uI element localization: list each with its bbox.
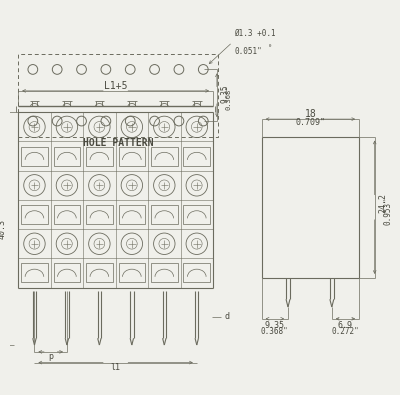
Bar [54,263,80,282]
Text: 0.709": 0.709" [295,118,325,127]
Bar [184,147,210,166]
Text: 0.953": 0.953" [384,197,392,225]
Text: L1+5: L1+5 [104,81,127,91]
Bar [151,205,178,224]
Bar [118,205,145,224]
Bar [151,147,178,166]
Text: 0.368": 0.368" [261,327,289,335]
Bar [54,147,80,166]
Bar [21,263,48,282]
Bar [118,147,145,166]
Bar [151,263,178,282]
Text: Ø1.3 +0.1: Ø1.3 +0.1 [234,29,276,38]
Text: 9.35: 9.35 [265,321,285,330]
Bar [18,54,218,137]
Text: l1: l1 [111,363,121,372]
Text: 0.051": 0.051" [234,47,262,56]
Bar [86,263,113,282]
Text: 40.3: 40.3 [0,219,6,239]
Bar [86,205,113,224]
Bar [118,263,145,282]
Text: p: p [48,352,53,361]
Text: 6.9: 6.9 [338,321,353,330]
Text: 0.368": 0.368" [226,85,232,110]
Text: 18: 18 [304,109,316,119]
Text: 9.35: 9.35 [221,84,230,103]
Bar [21,205,48,224]
Text: 24.2: 24.2 [378,193,388,213]
Bar [184,205,210,224]
Text: ₀: ₀ [234,42,273,48]
Bar [54,205,80,224]
Text: HOLE PATTERN: HOLE PATTERN [83,138,153,149]
Bar [21,147,48,166]
Text: d: d [225,312,230,321]
Text: 0.272": 0.272" [332,327,359,335]
Bar [184,263,210,282]
Bar [86,147,113,166]
